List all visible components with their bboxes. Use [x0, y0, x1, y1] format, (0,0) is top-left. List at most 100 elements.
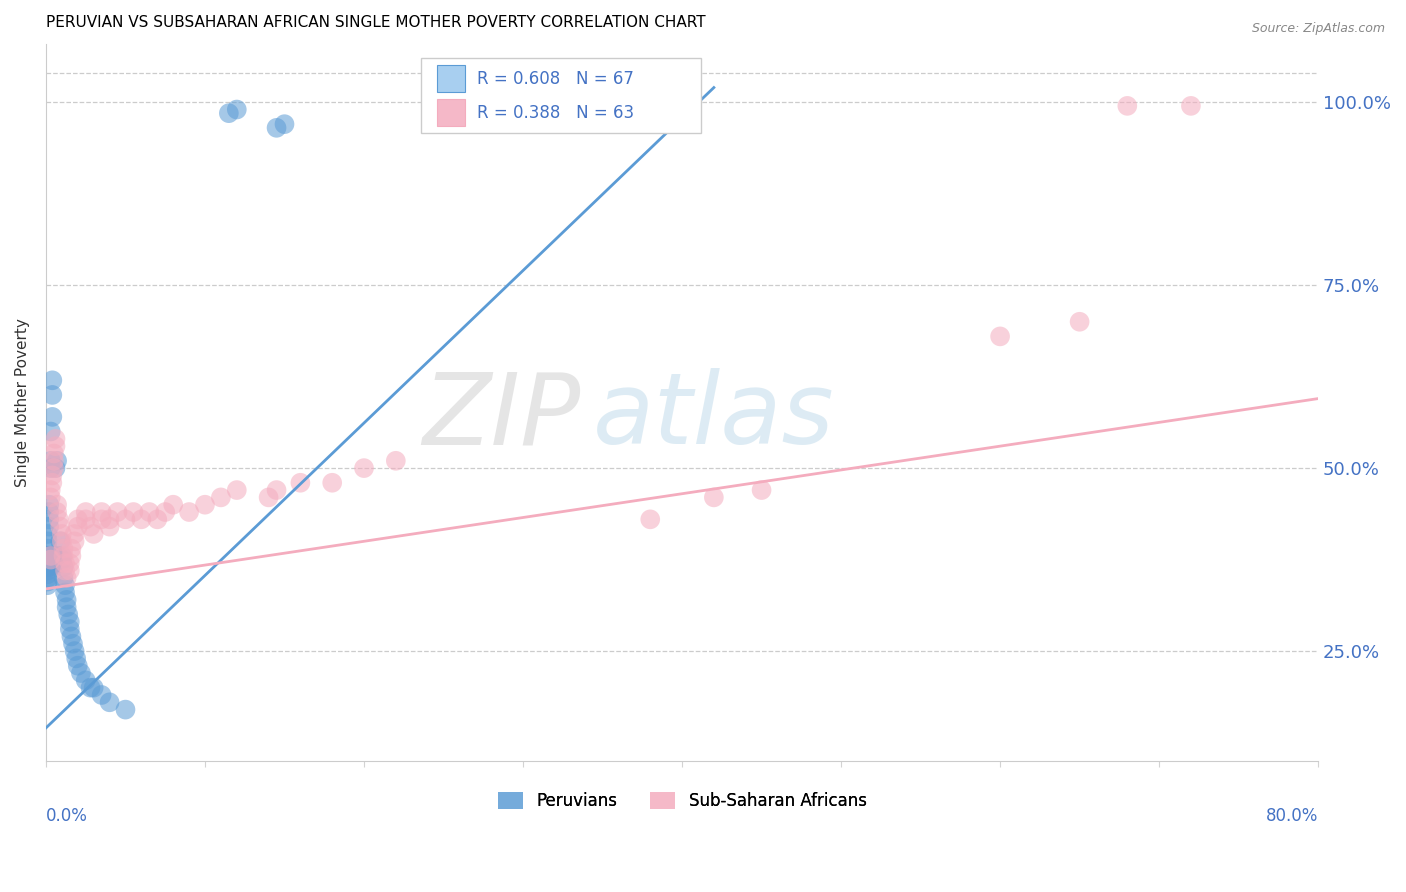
Point	[37, 556, 59, 570]
Point	[39, 461, 62, 475]
Point	[41, 468, 63, 483]
Point	[63, 644, 86, 658]
Point	[51, 549, 73, 563]
Point	[38, 552, 60, 566]
Point	[46, 498, 69, 512]
Point	[44, 552, 66, 566]
Point	[53, 564, 76, 578]
Point	[257, 491, 280, 505]
Text: PERUVIAN VS SUBSAHARAN AFRICAN SINGLE MOTHER POVERTY CORRELATION CHART: PERUVIAN VS SUBSAHARAN AFRICAN SINGLE MO…	[46, 15, 706, 30]
Point	[41, 373, 63, 387]
Point	[44, 549, 66, 563]
Point	[39, 425, 62, 439]
Point	[266, 120, 288, 135]
Point	[75, 512, 97, 526]
Point	[55, 592, 77, 607]
Point	[273, 117, 295, 131]
Point	[53, 556, 76, 570]
Point	[194, 498, 217, 512]
Point	[39, 549, 62, 563]
Point	[60, 629, 83, 643]
Point	[42, 454, 65, 468]
Point	[1069, 315, 1091, 329]
Point	[49, 519, 72, 533]
Point	[60, 541, 83, 556]
Point	[59, 622, 82, 636]
Point	[52, 571, 75, 585]
Point	[177, 505, 200, 519]
Point	[55, 571, 77, 585]
Point	[42, 461, 65, 475]
Point	[138, 505, 160, 519]
Point	[60, 549, 83, 563]
Point	[52, 560, 75, 574]
Point	[37, 549, 59, 563]
Point	[98, 512, 121, 526]
Point	[48, 549, 70, 563]
Point	[51, 552, 73, 566]
Point	[59, 615, 82, 629]
Point	[49, 534, 72, 549]
FancyBboxPatch shape	[436, 99, 464, 126]
Point	[65, 651, 87, 665]
Point	[55, 600, 77, 615]
Text: R = 0.388   N = 63: R = 0.388 N = 63	[477, 103, 634, 121]
Point	[66, 519, 89, 533]
Point	[37, 574, 59, 589]
Point	[63, 527, 86, 541]
Point	[53, 585, 76, 599]
Point	[432, 113, 454, 128]
Point	[51, 534, 73, 549]
Point	[209, 491, 232, 505]
Point	[321, 475, 343, 490]
Point	[98, 695, 121, 709]
Point	[70, 666, 93, 681]
Point	[592, 113, 614, 128]
Legend: Peruvians, Sub-Saharan Africans: Peruvians, Sub-Saharan Africans	[491, 786, 873, 817]
Point	[83, 681, 105, 695]
Point	[51, 527, 73, 541]
Point	[46, 552, 69, 566]
FancyBboxPatch shape	[422, 58, 702, 133]
Point	[79, 681, 101, 695]
Point	[75, 673, 97, 688]
Point	[38, 556, 60, 570]
Point	[44, 432, 66, 446]
Point	[1116, 99, 1139, 113]
Point	[385, 454, 408, 468]
Point	[62, 637, 84, 651]
Point	[59, 556, 82, 570]
Point	[155, 505, 177, 519]
Point	[83, 527, 105, 541]
Point	[37, 578, 59, 592]
Point	[66, 658, 89, 673]
Point	[66, 512, 89, 526]
Point	[98, 519, 121, 533]
Point	[37, 527, 59, 541]
Point	[162, 498, 184, 512]
Point	[79, 519, 101, 533]
Point	[58, 607, 80, 622]
Point	[39, 491, 62, 505]
Point	[39, 552, 62, 566]
Point	[53, 578, 76, 592]
Point	[41, 549, 63, 563]
Point	[90, 688, 112, 702]
Point	[114, 512, 136, 526]
Point	[42, 552, 65, 566]
Point	[38, 505, 60, 519]
Point	[41, 409, 63, 424]
Text: R = 0.608   N = 67: R = 0.608 N = 67	[477, 70, 634, 87]
Point	[42, 549, 65, 563]
Point	[42, 556, 65, 570]
Point	[37, 541, 59, 556]
Point	[1180, 99, 1202, 113]
Point	[114, 703, 136, 717]
Point	[44, 439, 66, 453]
Point	[52, 549, 75, 563]
Point	[52, 541, 75, 556]
Point	[48, 512, 70, 526]
Point	[48, 552, 70, 566]
Point	[512, 110, 534, 124]
Point	[39, 483, 62, 497]
